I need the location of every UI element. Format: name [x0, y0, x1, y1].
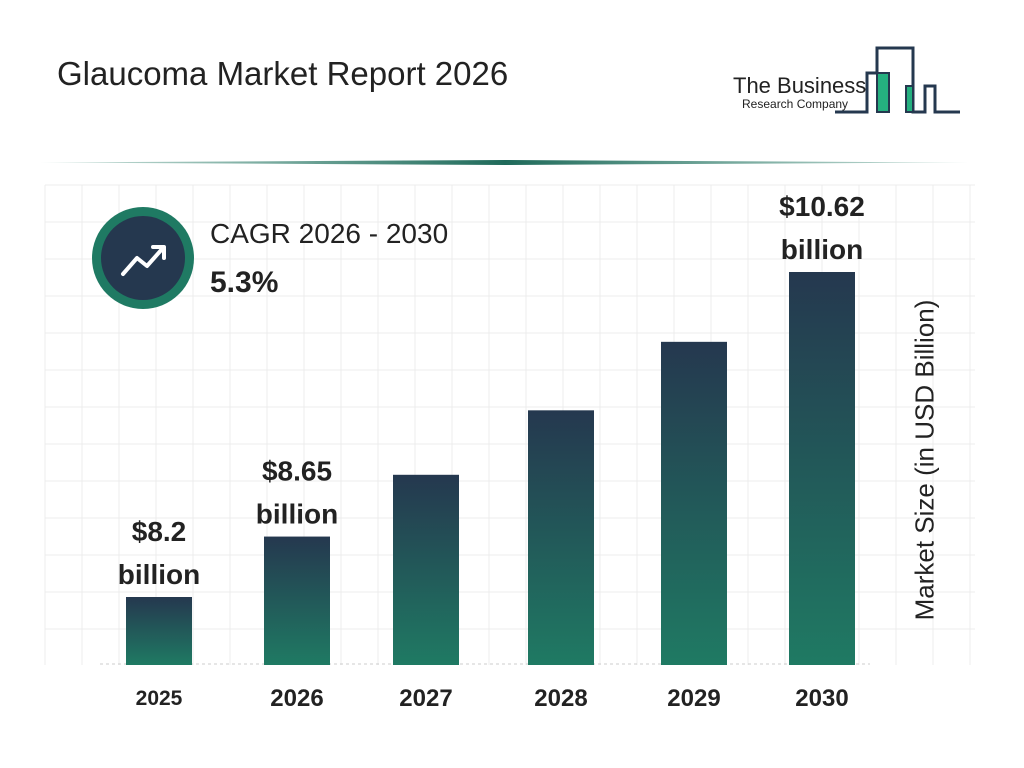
x-tick-label: 2025 [136, 687, 183, 710]
x-tick-label: 2028 [534, 685, 587, 712]
logo-line2: Research Company [742, 97, 849, 111]
data-label: billion [118, 559, 200, 590]
bar-2029 [661, 341, 727, 665]
header-divider [40, 160, 970, 165]
x-tick-label: 2026 [270, 685, 323, 712]
bar-2027 [393, 474, 459, 665]
cagr-label: CAGR 2026 - 2030 [210, 218, 449, 249]
x-tick-label: 2029 [667, 685, 720, 712]
y-axis-label: Market Size (in USD Billion) [909, 299, 940, 621]
logo-buildings-icon [835, 46, 960, 114]
cagr-value: 5.3% [210, 266, 279, 299]
x-tick-label: 2027 [399, 685, 452, 712]
data-label: billion [256, 499, 338, 530]
cagr-badge [92, 207, 194, 309]
x-tick-label: 2030 [795, 685, 848, 712]
company-logo: The Business Research Company [725, 42, 965, 117]
bar-2030 [789, 272, 855, 665]
data-label: billion [781, 234, 863, 265]
bar-2025 [126, 597, 192, 665]
logo-line1: The Business [733, 73, 867, 98]
data-label: $8.65 [262, 456, 332, 487]
data-label: $8.2 [132, 516, 187, 547]
trend-up-arrow-icon [121, 245, 166, 276]
chart-title: Glaucoma Market Report 2026 [57, 55, 509, 92]
bar-2026 [264, 536, 330, 665]
bar-2028 [528, 410, 594, 665]
data-label: $10.62 [779, 191, 865, 222]
